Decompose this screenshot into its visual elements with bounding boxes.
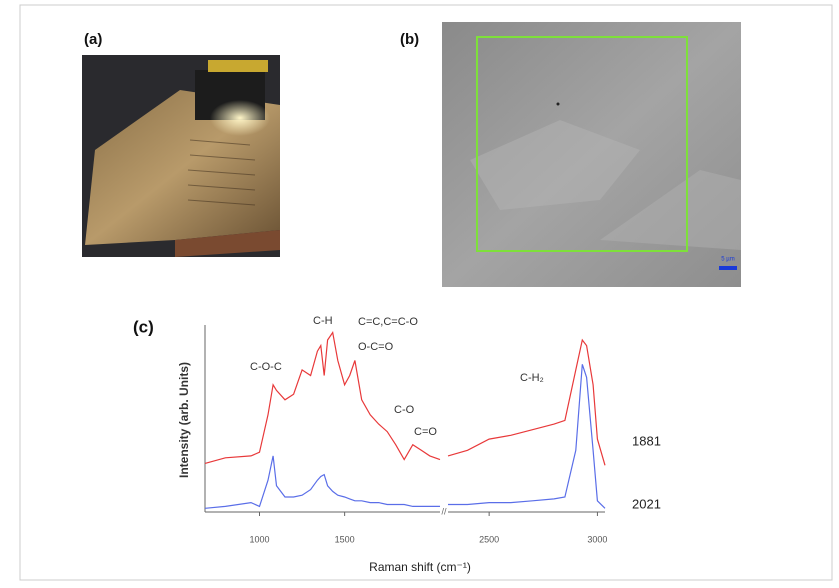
annotation: C=O — [414, 426, 437, 438]
micrograph: 5 µm — [442, 22, 741, 287]
series-line — [205, 333, 605, 466]
series-label: 1881 — [632, 433, 661, 448]
annotation: O-C=O — [358, 341, 394, 353]
x-tick-label: 1500 — [335, 534, 355, 544]
panel-label: (c) — [133, 317, 154, 336]
figure: (a) (b) (c) 5 µm // Raman shift (cm⁻¹) I… — [0, 0, 839, 583]
annotation: C-O-C — [250, 361, 282, 373]
panel-label: (b) — [400, 31, 419, 48]
axis-break: // — [441, 506, 447, 516]
annotation: C-O — [394, 404, 415, 416]
annotation: C-H — [313, 315, 333, 327]
x-tick-label: 2500 — [479, 534, 499, 544]
x-tick-label: 3000 — [587, 534, 607, 544]
panel-label: (a) — [84, 31, 102, 48]
annotation: C-H₂ — [520, 372, 544, 384]
x-tick-label: 1000 — [249, 534, 269, 544]
scale-bar-label: 5 µm — [721, 257, 734, 263]
chart: // Raman shift (cm⁻¹) Intensity (arb. Un… — [177, 315, 661, 574]
y-axis-label: Intensity (arb. Units) — [177, 362, 191, 478]
photo — [82, 55, 280, 257]
annotation: C=C,C=C-O — [358, 316, 418, 328]
series-line — [205, 364, 605, 508]
x-axis-label: Raman shift (cm⁻¹) — [369, 560, 471, 574]
series-label: 2021 — [632, 496, 661, 511]
